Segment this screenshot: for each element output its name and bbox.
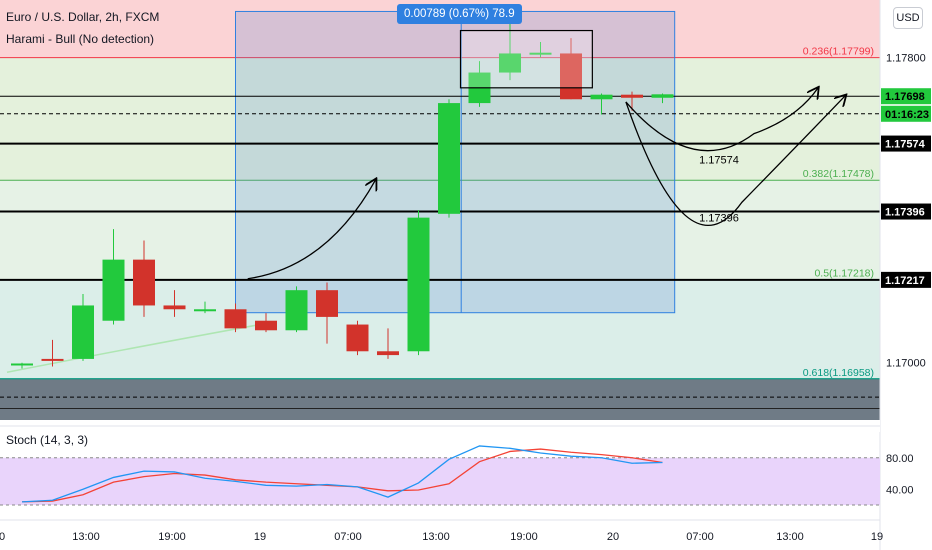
- stoch-tick-1: 40.00: [886, 484, 914, 496]
- time-tick-3: 19: [254, 531, 266, 543]
- candle-body-5: [163, 305, 186, 310]
- candle-body-20: [621, 94, 643, 98]
- candle-body-8: [255, 320, 277, 331]
- arrow-up-2: [625, 88, 818, 152]
- price-badge-text-3: 1.17396: [885, 207, 925, 219]
- candle-body-4: [133, 259, 155, 306]
- time-tick-0: 0: [0, 531, 5, 543]
- price-badge-text-4: 1.17217: [885, 275, 925, 287]
- price-tick-0: 1.17800: [886, 52, 926, 64]
- annotation-2: 1.17396: [699, 213, 739, 225]
- price-badge-text-2: 1.17574: [885, 139, 926, 151]
- price-badge-4: [881, 271, 931, 288]
- time-tick-2: 19:00: [158, 531, 186, 543]
- time-tick-1: 13:00: [72, 531, 100, 543]
- time-tick-7: 20: [607, 531, 619, 543]
- fib-label-3: 0.618(1.16958): [803, 367, 874, 379]
- measure-label: 0.00789 (0.67%) 78.9: [397, 4, 522, 24]
- price-badge-3: [881, 203, 931, 220]
- time-tick-5: 13:00: [422, 531, 450, 543]
- time-tick-10: 19: [871, 531, 883, 543]
- candle-body-3: [102, 259, 125, 321]
- time-tick-4: 07:00: [334, 531, 362, 543]
- indicator-label: Harami - Bull (No detection): [6, 32, 155, 46]
- price-badge-1: [881, 105, 931, 122]
- time-tick-8: 07:00: [686, 531, 714, 543]
- harami-box: [459, 29, 593, 89]
- candle-body-19: [590, 94, 613, 100]
- candle-body-17: [529, 52, 552, 55]
- candle-body-7: [224, 309, 247, 329]
- stoch-tick-0: 80.00: [886, 453, 914, 465]
- currency-button[interactable]: USD: [893, 7, 923, 29]
- price-badge-text-1: 01:16:23: [885, 109, 929, 121]
- candle-body-13: [407, 217, 430, 352]
- candle-body-16: [499, 53, 521, 73]
- oscillator-pane: [0, 445, 880, 506]
- candle-body-14: [438, 103, 460, 214]
- main-pane: 1.17574 1.17396 0.236(1.17799) 0.382(1.1747…: [0, 0, 880, 420]
- time-tick-6: 19:00: [510, 531, 538, 543]
- price-badge-2: [881, 135, 931, 152]
- oscillator-label: Stoch (14, 3, 3): [6, 433, 89, 447]
- candle-body-11: [346, 324, 369, 352]
- stoch-band: [0, 457, 880, 505]
- candle-body-6: [194, 309, 216, 312]
- symbol-title: Euro / U.S. Dollar, 2h, FXCM: [6, 10, 160, 24]
- fib-label-2: 0.5(1.17218): [814, 267, 874, 279]
- candle-body-1: [41, 358, 64, 361]
- fib-zone-618: [0, 378, 880, 420]
- candle-body-10: [316, 290, 338, 317]
- fib-label-1: 0.382(1.17478): [803, 168, 874, 180]
- price-tick-1: 1.17000: [886, 358, 926, 370]
- moving-average-line: [6, 323, 261, 374]
- candle-body-0: [11, 363, 33, 366]
- time-tick-9: 13:00: [776, 531, 804, 543]
- price-badge-0: [881, 88, 931, 105]
- candle-body-12: [377, 351, 399, 356]
- arrow-up-3: [625, 95, 846, 227]
- candle-body-21: [651, 94, 674, 98]
- annotation-1: 1.17574: [699, 155, 739, 167]
- arrow-up-1: [247, 179, 376, 280]
- price-badge-text-0: 1.17698: [885, 91, 925, 103]
- candle-body-2: [72, 305, 94, 359]
- stoch-k-line: [21, 445, 663, 503]
- candle-body-9: [285, 290, 308, 331]
- fib-label-0: 0.236(1.17799): [803, 46, 874, 58]
